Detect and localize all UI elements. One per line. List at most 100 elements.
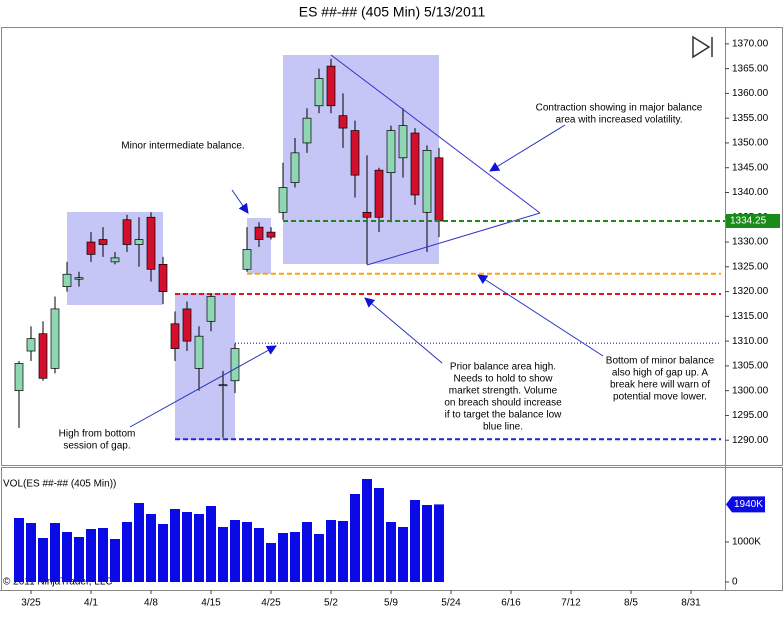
x-tick-label: 4/25 bbox=[261, 598, 281, 609]
triangle-edge bbox=[330, 54, 541, 214]
candle-body bbox=[338, 115, 348, 129]
arrow bbox=[489, 124, 566, 172]
candle-body bbox=[110, 257, 120, 263]
candle-body bbox=[26, 338, 36, 352]
annotation: area with increased volatility. bbox=[555, 115, 682, 126]
volume-bar bbox=[302, 522, 312, 582]
x-tick-label: 4/1 bbox=[84, 598, 98, 609]
volume-bar bbox=[422, 505, 432, 582]
x-tick-label: 6/16 bbox=[501, 598, 521, 609]
candle-body bbox=[290, 152, 300, 183]
volume-bar bbox=[338, 521, 348, 582]
y-tick-label: 1315.00 bbox=[732, 311, 769, 322]
volume-label: VOL(ES ##-## (405 Min)) bbox=[3, 479, 116, 490]
annotation: Contraction showing in major balance bbox=[536, 103, 703, 114]
candle-body bbox=[218, 384, 228, 387]
volume-bar bbox=[158, 524, 168, 582]
volume-bar bbox=[182, 512, 192, 582]
arrow bbox=[477, 274, 604, 357]
x-tick-label: 4/15 bbox=[201, 598, 221, 609]
annotation: Bottom of minor balance bbox=[606, 356, 715, 367]
volume-bar bbox=[86, 529, 96, 582]
volume-tick-label: 1000K bbox=[732, 537, 761, 548]
volume-bar bbox=[230, 520, 240, 582]
candle-body bbox=[302, 117, 312, 144]
candle-body bbox=[206, 296, 216, 322]
volume-bar bbox=[326, 520, 336, 582]
annotation: Prior balance area high. bbox=[450, 362, 556, 373]
volume-bar bbox=[386, 522, 396, 582]
candle-body bbox=[14, 363, 24, 392]
annotation: break here will warn of bbox=[610, 380, 710, 391]
volume-bar bbox=[362, 479, 372, 582]
volume-last-box bbox=[726, 496, 765, 513]
candle-body bbox=[410, 132, 420, 196]
volume-bar bbox=[62, 532, 72, 582]
candle-body bbox=[194, 335, 204, 369]
y-tick-label: 1365.00 bbox=[732, 63, 769, 74]
x-tick-label: 5/24 bbox=[441, 598, 461, 609]
annotation: Needs to hold to show bbox=[454, 374, 554, 385]
volume-last-label: 1940K bbox=[734, 499, 763, 510]
y-tick-label: 1305.00 bbox=[732, 361, 769, 372]
annotation: if to target the balance low bbox=[445, 410, 563, 421]
volume-bar bbox=[98, 528, 108, 582]
y-tick-label: 1370.00 bbox=[732, 38, 769, 49]
volume-bar bbox=[290, 532, 300, 582]
x-tick-label: 7/12 bbox=[561, 598, 581, 609]
candle-body bbox=[254, 226, 264, 240]
annotation: on breach should increase bbox=[444, 398, 562, 409]
volume-bar bbox=[434, 504, 444, 582]
volume-bar bbox=[242, 522, 252, 582]
volume-bar bbox=[14, 518, 24, 582]
volume-bar bbox=[170, 509, 180, 582]
candle-body bbox=[50, 308, 60, 369]
y-tick-label: 1300.00 bbox=[732, 385, 769, 396]
x-tick-label: 4/8 bbox=[144, 598, 158, 609]
annotation: Minor intermediate balance. bbox=[121, 141, 244, 152]
last-price-label: 1334.25 bbox=[730, 216, 767, 227]
annotation: High from bottom bbox=[59, 429, 136, 440]
y-tick-label: 1355.00 bbox=[732, 113, 769, 124]
arrow bbox=[364, 297, 443, 364]
y-tick-label: 1340.00 bbox=[732, 187, 769, 198]
candle-body bbox=[86, 241, 96, 255]
x-tick-label: 5/2 bbox=[324, 598, 338, 609]
candle-body bbox=[386, 130, 396, 174]
candle-body bbox=[374, 169, 384, 218]
volume-bar bbox=[266, 543, 276, 582]
y-tick-label: 1325.00 bbox=[732, 261, 769, 272]
candle-body bbox=[350, 130, 360, 176]
y-tick-label: 1330.00 bbox=[732, 237, 769, 248]
annotation: market strength. Volume bbox=[449, 386, 558, 397]
candle-body bbox=[182, 308, 192, 342]
candle-body bbox=[230, 348, 240, 382]
candle-body bbox=[326, 65, 336, 107]
candle-body bbox=[278, 187, 288, 213]
x-tick-label: 5/9 bbox=[384, 598, 398, 609]
y-tick-label: 1345.00 bbox=[732, 162, 769, 173]
y-tick-label: 1350.00 bbox=[732, 138, 769, 149]
volume-bar bbox=[374, 488, 384, 582]
annotation: blue line. bbox=[483, 422, 523, 433]
play-icon[interactable] bbox=[692, 35, 713, 59]
volume-bar bbox=[74, 537, 84, 582]
candle-body bbox=[158, 263, 168, 292]
y-tick-label: 1310.00 bbox=[732, 336, 769, 347]
x-tick-label: 3/25 bbox=[21, 598, 41, 609]
candle-body bbox=[266, 231, 276, 238]
candle-body bbox=[134, 239, 144, 245]
volume-bar bbox=[38, 538, 48, 582]
last-price-box bbox=[726, 213, 780, 228]
copyright: © 2011 NinjaTrader, LLC bbox=[3, 577, 113, 588]
volume-bar bbox=[206, 506, 216, 582]
annotation: potential move lower. bbox=[613, 392, 707, 403]
volume-bar bbox=[110, 539, 120, 582]
volume-bar bbox=[410, 500, 420, 582]
volume-bar bbox=[398, 527, 408, 582]
y-tick-label: 1320.00 bbox=[732, 286, 769, 297]
chart-title: ES ##-## (405 Min) 5/13/2011 bbox=[299, 4, 486, 20]
volume-bar bbox=[350, 494, 360, 582]
candle-body bbox=[398, 125, 408, 159]
